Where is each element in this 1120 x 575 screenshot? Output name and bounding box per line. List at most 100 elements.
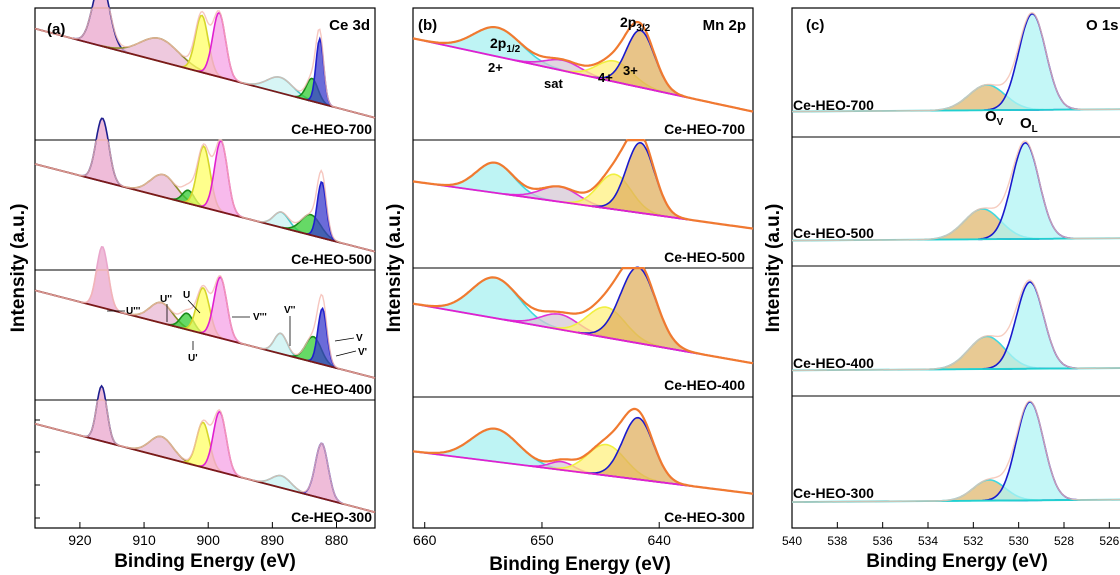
panel-a-sample-3: Ce-HEO-400 — [291, 381, 372, 397]
x-tick-label: 920 — [68, 532, 92, 548]
annotation-u: U — [183, 290, 190, 301]
peak-6 — [260, 332, 301, 360]
x-tick-label: 530 — [1009, 534, 1029, 548]
sample-2-curves — [34, 117, 376, 253]
annotation-u1: U' — [188, 353, 198, 364]
x-tick-label: 640 — [648, 532, 672, 548]
x-tick-label: 650 — [530, 532, 554, 548]
x-tick-label: 532 — [963, 534, 983, 548]
envelope — [792, 400, 1120, 503]
sample-3-curves — [34, 246, 376, 379]
envelope — [412, 267, 754, 365]
panel-b-label: (b) — [418, 17, 437, 34]
panel-b-x-ticks: 660 650 640 — [413, 522, 671, 548]
annotation-4plus: 4+ — [598, 70, 613, 85]
baseline — [34, 163, 376, 253]
annotation-3plus: 3+ — [623, 63, 638, 78]
annotation-sat: sat — [544, 76, 563, 91]
envelope — [412, 407, 754, 495]
envelope — [34, 7, 376, 119]
panel-b-peak-annotations: 2p1/2 2p3/2 2+ sat 4+ 3+ — [488, 14, 651, 91]
peak-1 — [82, 246, 123, 314]
envelope — [792, 279, 1120, 372]
sample-1-curves — [412, 20, 754, 113]
panel-b-sample-1: Ce-HEO-700 — [664, 121, 745, 137]
annotation-v2: V'' — [284, 305, 295, 316]
panel-a-x-ticks: 920 910 900 890 880 — [68, 522, 348, 548]
panel-a-corner-label: Ce 3d — [329, 17, 370, 34]
envelope — [34, 139, 376, 253]
panel-b-corner-label: Mn 2p — [703, 17, 746, 34]
panel-a-label: (a) — [47, 21, 65, 38]
x-tick-label: 660 — [413, 532, 437, 548]
x-tick-label: 910 — [132, 532, 156, 548]
annotation-v: V — [356, 333, 363, 344]
panel-a-sample-4: Ce-HEO-300 — [291, 509, 372, 525]
panel-a-y-ticks — [35, 419, 40, 519]
annotation-v1: V' — [358, 347, 367, 358]
panel-b: (b) Mn 2p Ce-HEO-700 Ce-HEO-500 Ce-HEO-4… — [384, 7, 754, 575]
annotation-2plus: 2+ — [488, 60, 503, 75]
x-tick-label: 526 — [1099, 534, 1119, 548]
panel-c-label: (c) — [806, 17, 824, 34]
envelope — [34, 399, 376, 513]
sample-3-curves — [791, 279, 1120, 372]
panel-a-xlabel: Binding Energy (eV) — [114, 551, 296, 572]
panel-a-curves — [34, 0, 376, 514]
panel-a-sample-1: Ce-HEO-700 — [291, 121, 372, 137]
annotation-2p12: 2p1/2 — [490, 35, 521, 55]
x-tick-label: 900 — [197, 532, 221, 548]
panel-b-sample-2: Ce-HEO-500 — [664, 249, 745, 265]
sample-4-curves — [412, 407, 754, 495]
panel-b-curves — [412, 20, 754, 495]
panel-b-sample-3: Ce-HEO-400 — [664, 377, 745, 393]
panel-c-corner-label: O 1s — [1086, 17, 1119, 34]
baseline — [34, 422, 376, 514]
x-tick-label: 538 — [827, 534, 847, 548]
x-tick-label: 890 — [261, 532, 285, 548]
panel-c-ylabel: Intensity (a.u.) — [763, 204, 784, 333]
panel-b-xlabel: Binding Energy (eV) — [489, 554, 671, 575]
sample-1-curves — [34, 0, 376, 119]
envelope — [412, 139, 754, 230]
panel-a-peak-annotations: U''' U'' U V''' V'' V V' U' — [107, 290, 367, 364]
annotation-u2: U'' — [160, 294, 172, 305]
panel-c: (c) O 1s Ce-HEO-700 Ce-HEO-500 Ce-HEO-40… — [763, 7, 1120, 572]
panel-b-sample-4: Ce-HEO-300 — [664, 509, 745, 525]
envelope — [412, 20, 754, 113]
sample-2-curves — [791, 140, 1120, 242]
sample-1-curves — [791, 12, 1120, 113]
envelope — [34, 269, 376, 379]
panel-b-ylabel: Intensity (a.u.) — [384, 204, 405, 333]
panel-c-sample-3: Ce-HEO-400 — [793, 355, 874, 371]
panel-a-frame — [34, 7, 376, 529]
panel-a-ylabel: Intensity (a.u.) — [8, 204, 29, 333]
annotation-ol: OL — [1020, 115, 1038, 135]
sample-4-curves — [791, 400, 1120, 503]
panel-c-x-ticks: 540 538 536 534 532 530 528 526 — [782, 522, 1120, 548]
baseline — [34, 27, 376, 119]
envelope — [792, 12, 1120, 113]
sample-2-curves — [412, 139, 754, 230]
panel-c-peak-annotations: OL OV — [985, 108, 1038, 135]
sample-3-curves — [412, 266, 754, 365]
baseline — [34, 289, 376, 379]
x-tick-label: 880 — [325, 532, 349, 548]
panel-c-sample-2: Ce-HEO-500 — [793, 225, 874, 241]
x-tick-label: 528 — [1054, 534, 1074, 548]
x-tick-label: 540 — [782, 534, 802, 548]
panel-a-sample-2: Ce-HEO-500 — [291, 251, 372, 267]
panel-c-sample-4: Ce-HEO-300 — [793, 485, 874, 501]
annotation-v3: V''' — [253, 312, 267, 323]
panel-c-sample-1: Ce-HEO-700 — [793, 97, 874, 113]
sample-4-curves — [34, 384, 376, 514]
panel-c-frame — [791, 7, 1120, 529]
panel-c-xlabel: Binding Energy (eV) — [866, 551, 1048, 572]
panel-a: (a) Ce 3d Ce-HEO-700 Ce-HEO-500 Ce-HEO-4… — [8, 0, 376, 572]
annotation-2p32: 2p3/2 — [620, 14, 651, 34]
x-tick-label: 534 — [918, 534, 938, 548]
peak-1 — [83, 384, 120, 447]
x-tick-label: 536 — [873, 534, 893, 548]
peak-1 — [81, 117, 124, 188]
